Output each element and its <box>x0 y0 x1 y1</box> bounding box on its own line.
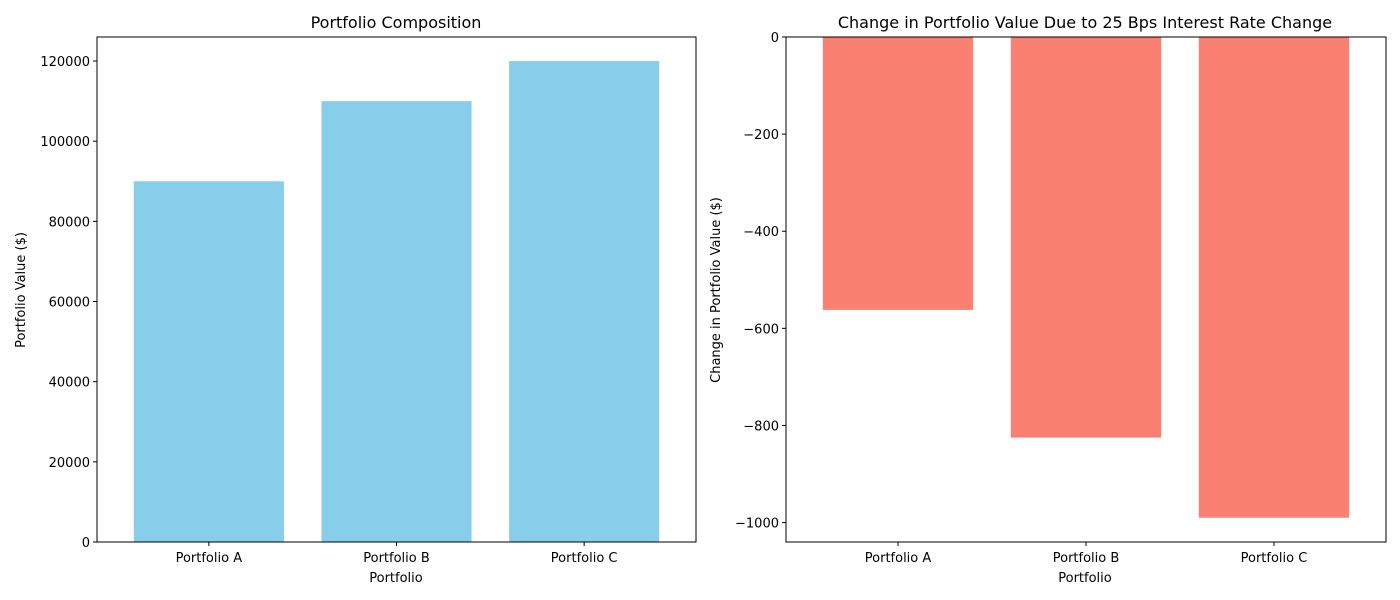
y-tick-label: 20000 <box>49 456 90 471</box>
x-axis-label: Portfolio <box>369 571 423 586</box>
bar-portfolio-b <box>1010 37 1162 438</box>
x-tick-label: Portfolio A <box>176 551 243 566</box>
y-tick-label: 120000 <box>40 55 90 70</box>
rate-change-impact-chart: Change in Portfolio Value Due to 25 Bps … <box>709 13 1387 586</box>
y-tick-label: 100000 <box>40 135 90 150</box>
bars-group <box>133 61 660 543</box>
y-tick-label: 40000 <box>49 376 90 391</box>
y-tick-label: −200 <box>743 128 779 143</box>
y-axis-label: Portfolio Value ($) <box>14 232 29 348</box>
bar-portfolio-b <box>321 101 472 542</box>
x-axis-ticks: Portfolio A Portfolio B Portfolio C <box>865 542 1308 566</box>
portfolio-composition-chart: Portfolio Composition 0 20000 40000 60000 80… <box>14 13 697 586</box>
x-tick-label: Portfolio C <box>1241 551 1308 566</box>
bar-portfolio-a <box>133 181 284 543</box>
x-axis-label: Portfolio <box>1058 571 1112 586</box>
bar-portfolio-a <box>822 37 974 310</box>
y-axis-label: Change in Portfolio Value ($) <box>709 197 724 383</box>
bar-portfolio-c <box>509 61 660 543</box>
x-tick-label: Portfolio B <box>1053 551 1120 566</box>
chart-title: Portfolio Composition <box>311 13 482 32</box>
x-axis-ticks: Portfolio A Portfolio B Portfolio C <box>176 542 618 566</box>
y-tick-label: 0 <box>82 536 90 551</box>
bars-group <box>822 37 1350 518</box>
x-tick-label: Portfolio A <box>865 551 932 566</box>
y-axis-ticks: 0 20000 40000 60000 80000 100000 120000 <box>40 55 97 551</box>
y-tick-label: −600 <box>743 322 779 337</box>
y-tick-label: −800 <box>743 419 779 434</box>
x-tick-label: Portfolio C <box>551 551 618 566</box>
chart-title: Change in Portfolio Value Due to 25 Bps … <box>838 13 1332 32</box>
y-tick-label: 80000 <box>49 215 90 230</box>
y-tick-label: 60000 <box>49 296 90 311</box>
y-tick-label: 0 <box>771 31 779 46</box>
bar-portfolio-c <box>1198 37 1350 518</box>
y-axis-ticks: 0 −200 −400 −600 −800 −1000 <box>735 31 786 532</box>
y-tick-label: −1000 <box>735 517 779 532</box>
y-tick-label: −400 <box>743 225 779 240</box>
plot-frame <box>785 36 1387 543</box>
x-tick-label: Portfolio B <box>363 551 430 566</box>
plot-frame <box>96 36 697 543</box>
